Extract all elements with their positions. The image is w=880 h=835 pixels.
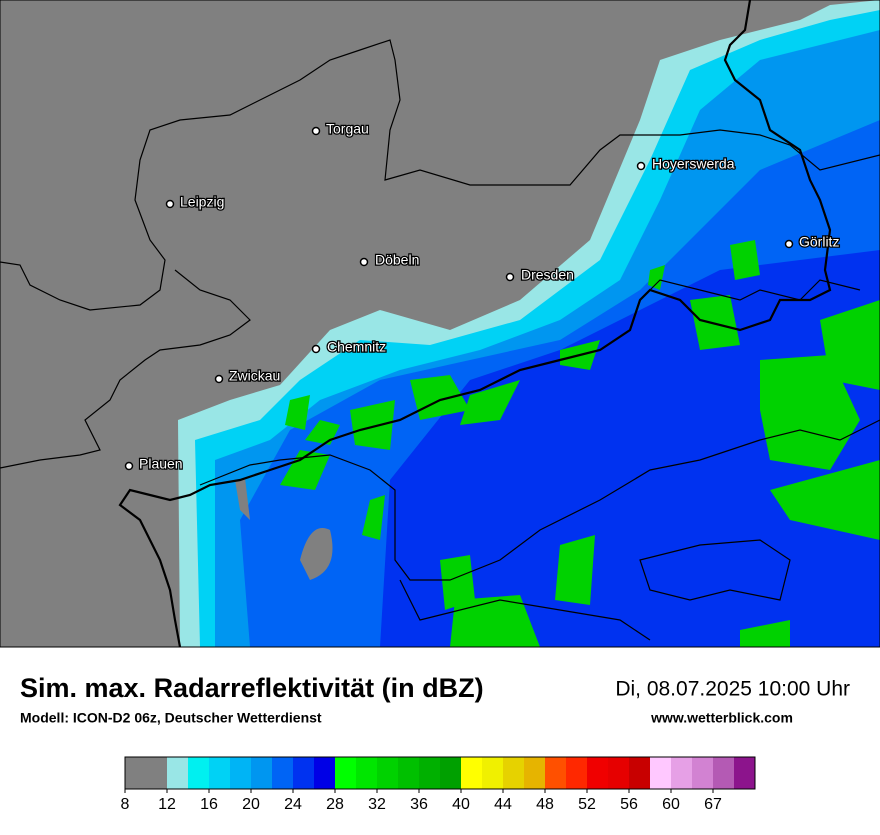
- city-dot: [311, 344, 321, 354]
- legend: 8 12 16 20 24 28 32 36 40 44 48 52 56 60 67: [121, 756, 756, 813]
- legend-tick-label: 32: [368, 796, 386, 813]
- legend-tick-label: 48: [536, 796, 554, 813]
- legend-frame: [124, 756, 756, 790]
- legend-swatch: [461, 757, 482, 789]
- legend-swatch: [629, 757, 650, 789]
- legend-swatch: [440, 757, 461, 789]
- legend-swatch: [356, 757, 377, 789]
- city-label: Döbeln: [375, 252, 419, 268]
- borders: [0, 0, 880, 648]
- website: www.wetterblick.com: [650, 710, 793, 726]
- city-label: Chemnitz: [327, 339, 386, 355]
- model-info: Modell: ICON-D2 06z, Deutscher Wetterdie…: [20, 710, 322, 726]
- legend-swatch: [230, 757, 251, 789]
- legend-tick-label: 8: [121, 796, 130, 813]
- radar-field: [178, 0, 880, 647]
- title: Sim. max. Radarreflektivität (in dBZ): [20, 673, 484, 703]
- legend-swatch: [692, 757, 713, 789]
- legend-swatch: [713, 757, 734, 789]
- legend-swatch: [188, 757, 209, 789]
- legend-tick-label: 52: [578, 796, 596, 813]
- city-label: Görlitz: [799, 234, 839, 250]
- legend-tick-label: 36: [410, 796, 428, 813]
- legend-tick-label: 20: [242, 796, 260, 813]
- city-dot: [165, 199, 175, 209]
- legend-swatch: [524, 757, 545, 789]
- legend-tick-label: 28: [326, 796, 344, 813]
- city-dot: [359, 257, 369, 267]
- city-dot: [311, 126, 321, 136]
- legend-swatch: [587, 757, 608, 789]
- legend-swatch: [503, 757, 524, 789]
- legend-swatch: [377, 757, 398, 789]
- legend-tick-label: 40: [452, 796, 470, 813]
- legend-swatch: [734, 757, 755, 789]
- legend-swatch: [482, 757, 503, 789]
- legend-tick-label: 60: [662, 796, 680, 813]
- legend-tick-label: 12: [158, 796, 176, 813]
- legend-swatch: [125, 757, 167, 789]
- legend-swatch: [272, 757, 293, 789]
- legend-swatch: [419, 757, 440, 789]
- map-frame: [0, 0, 880, 648]
- city-label: Plauen: [139, 456, 183, 472]
- legend-tick-label: 56: [620, 796, 638, 813]
- datetime: Di, 08.07.2025 10:00 Uhr: [615, 678, 850, 701]
- city-dot: [636, 161, 646, 171]
- legend-swatch: [650, 757, 671, 789]
- legend-swatch: [671, 757, 692, 789]
- city-dot: [124, 461, 134, 471]
- city-dot: [214, 374, 224, 384]
- legend-swatch: [566, 757, 587, 789]
- city-label: Dresden: [521, 267, 574, 283]
- legend-swatch: [608, 757, 629, 789]
- city-dot: [784, 239, 794, 249]
- legend-swatch: [209, 757, 230, 789]
- city-label: Hoyerswerda: [652, 156, 735, 172]
- legend-swatch: [251, 757, 272, 789]
- cities: Torgau Leipzig Hoyerswerda Döbeln Dresde…: [124, 119, 841, 473]
- legend-tick-label: 44: [494, 796, 512, 813]
- city-label: Torgau: [326, 121, 369, 137]
- legend-swatch: [545, 757, 566, 789]
- legend-swatch: [314, 757, 335, 789]
- legend-swatch: [398, 757, 419, 789]
- city-label: Zwickau: [229, 368, 280, 384]
- legend-tick-label: 24: [284, 796, 302, 813]
- legend-swatch: [167, 757, 188, 789]
- legend-tick-label: 16: [200, 796, 218, 813]
- legend-tick-label: 67: [704, 796, 722, 813]
- city-dot: [505, 272, 515, 282]
- legend-swatch: [335, 757, 356, 789]
- legend-swatch: [293, 757, 314, 789]
- city-label: Leipzig: [180, 194, 224, 210]
